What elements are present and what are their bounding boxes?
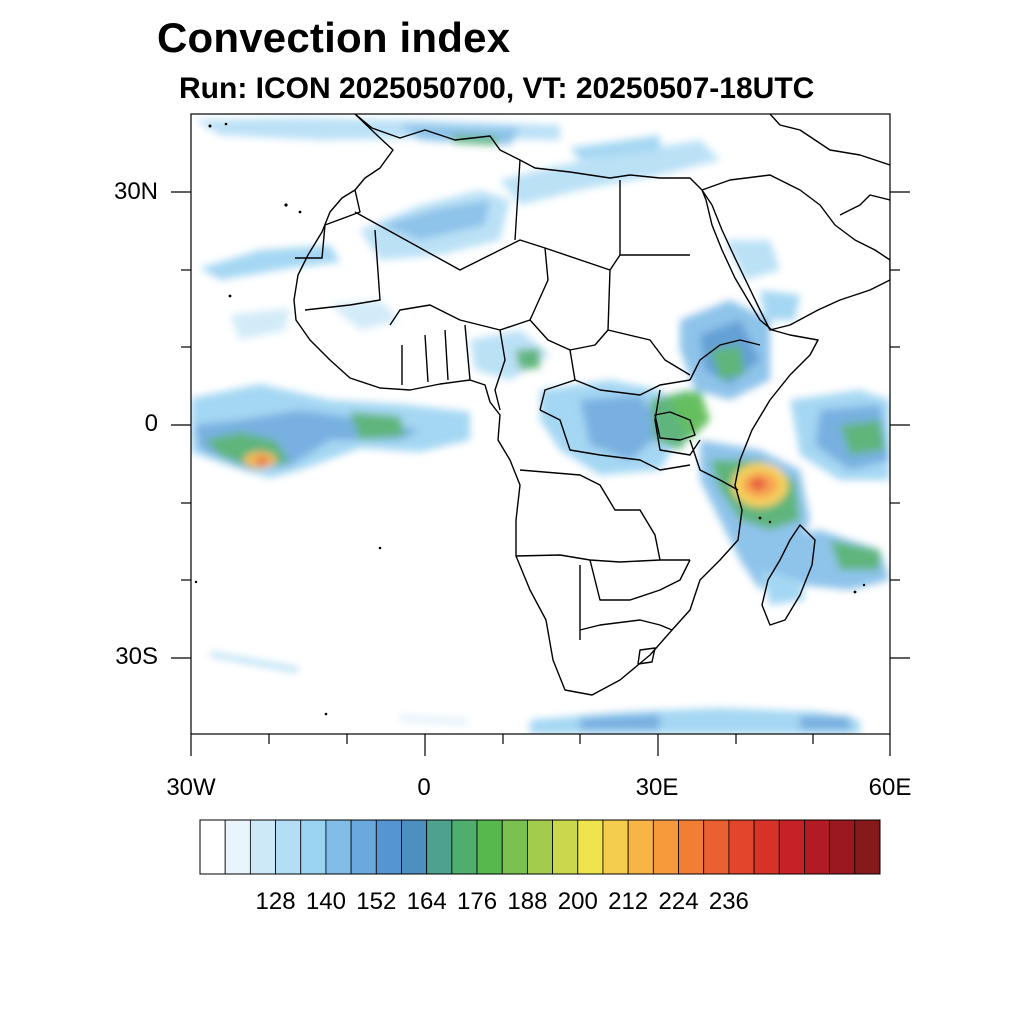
colorbar-swatch bbox=[804, 819, 831, 875]
arabia-outline bbox=[701, 174, 890, 331]
colorbar-swatch bbox=[275, 819, 302, 875]
colorbar-swatch bbox=[224, 819, 251, 875]
colorbar bbox=[199, 819, 881, 875]
colorbar-tick-label: 188 bbox=[507, 888, 548, 915]
y-tick-label: 0 bbox=[144, 410, 158, 437]
colorbar-tick-label: 164 bbox=[406, 888, 447, 915]
colorbar-swatch bbox=[778, 819, 805, 875]
x-tick-label: 60E bbox=[868, 774, 912, 801]
colorbar-swatch bbox=[703, 819, 730, 875]
colorbar-tick-label: 140 bbox=[305, 888, 346, 915]
x-tick-label: 30E bbox=[635, 774, 679, 801]
africa-outline bbox=[293, 114, 890, 696]
map-title: Convection index bbox=[157, 14, 511, 61]
colorbar-swatch bbox=[199, 819, 226, 875]
colorbar-tick-label: 236 bbox=[708, 888, 749, 915]
convection-field bbox=[191, 118, 890, 734]
colorbar-swatch bbox=[577, 819, 604, 875]
colorbar-swatch bbox=[678, 819, 705, 875]
x-tick-label: 30W bbox=[166, 774, 216, 801]
colorbar-swatch bbox=[476, 819, 503, 875]
colorbar-swatch bbox=[300, 819, 327, 875]
colorbar-swatch bbox=[854, 819, 881, 875]
colorbar-swatch bbox=[652, 819, 679, 875]
colorbar-swatch bbox=[552, 819, 579, 875]
colorbar-swatch bbox=[401, 819, 428, 875]
x-tick-label: 0 bbox=[417, 774, 431, 801]
colorbar-swatch bbox=[602, 819, 629, 875]
colorbar-swatch bbox=[527, 819, 553, 875]
colorbar-frame bbox=[199, 819, 881, 875]
islands bbox=[194, 122, 866, 716]
colorbar-swatch bbox=[829, 819, 856, 875]
colorbar-swatch bbox=[451, 819, 478, 875]
colorbar-tick-label: 224 bbox=[658, 888, 699, 915]
colorbar-swatch bbox=[375, 819, 402, 875]
colorbar-swatch bbox=[325, 819, 352, 875]
colorbar-swatch bbox=[426, 819, 453, 875]
colorbar-tick-label: 200 bbox=[557, 888, 598, 915]
colorbar-swatch bbox=[501, 819, 528, 875]
colorbar-tick-label: 128 bbox=[255, 888, 296, 915]
map-subtitle: Run: ICON 2025050700, VT: 20250507-18UTC bbox=[179, 72, 815, 105]
plot-frame bbox=[171, 113, 910, 756]
madagascar-outline bbox=[761, 524, 816, 626]
colorbar-swatch bbox=[350, 819, 377, 875]
colorbar-tick-label: 212 bbox=[608, 888, 649, 915]
colorbar-tick-label: 176 bbox=[457, 888, 498, 915]
colorbar-swatch bbox=[627, 819, 654, 875]
y-tick-label: 30S bbox=[115, 642, 158, 670]
y-tick-label: 30N bbox=[113, 177, 158, 205]
colorbar-tick-label: 152 bbox=[356, 888, 397, 915]
colorbar-swatch bbox=[753, 819, 780, 875]
colorbar-swatch bbox=[249, 819, 276, 875]
colorbar-swatch bbox=[728, 819, 755, 875]
